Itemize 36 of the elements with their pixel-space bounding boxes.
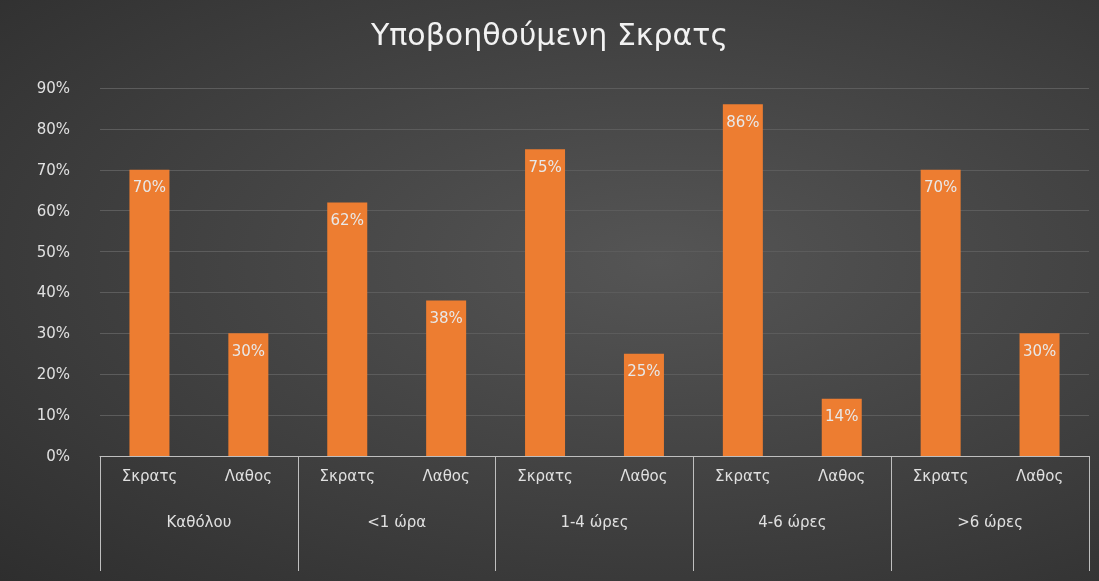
x-tick-label: Λαθος bbox=[1015, 466, 1064, 485]
text: <1 ώρα bbox=[367, 512, 427, 531]
data-label: 86% bbox=[726, 112, 760, 131]
x-tick-label: Σκρατς bbox=[715, 466, 771, 485]
x-tick-label: Σκρατς bbox=[121, 466, 178, 485]
text: >6 ώρες bbox=[957, 512, 1024, 531]
chart-title: Υποβοηθούμενη Σκρατς bbox=[369, 16, 729, 52]
y-tick-label: 70% bbox=[36, 160, 70, 179]
x-tick-label: Λαθος bbox=[818, 466, 866, 485]
text: 4-6 ώρες bbox=[758, 512, 827, 531]
data-label: 25% bbox=[627, 362, 661, 381]
data-label: 30% bbox=[1022, 341, 1057, 360]
data-label: 30% bbox=[231, 341, 266, 360]
x-tick-label: Λαθος bbox=[620, 466, 668, 485]
data-label: 70% bbox=[132, 178, 167, 197]
y-tick-label: 20% bbox=[36, 365, 70, 384]
x-tick-label: Σκρατς bbox=[912, 466, 969, 485]
data-label: 14% bbox=[825, 407, 859, 426]
x-tick-label: Σκρατς bbox=[319, 466, 376, 485]
y-tick-label: 0% bbox=[46, 447, 70, 465]
data-label: 62% bbox=[330, 210, 364, 229]
x-tick-label: Λαθος bbox=[422, 466, 470, 485]
data-label: 38% bbox=[429, 309, 463, 328]
y-tick-label: 90% bbox=[36, 79, 70, 97]
y-tick-label: 60% bbox=[36, 201, 70, 220]
x-tick-label: Σκρατς bbox=[517, 466, 573, 485]
y-tick-label: 80% bbox=[36, 119, 70, 138]
y-tick-label: 10% bbox=[36, 406, 70, 425]
x-tick-label: Λαθος bbox=[224, 466, 273, 485]
text: 1-4 ώρες bbox=[560, 512, 629, 531]
text: Καθόλου bbox=[166, 512, 232, 531]
y-tick-label: 30% bbox=[36, 324, 70, 343]
data-label: 70% bbox=[923, 178, 958, 197]
y-tick-label: 50% bbox=[36, 242, 70, 261]
y-tick-label: 40% bbox=[36, 283, 70, 302]
data-label: 75% bbox=[528, 157, 562, 176]
